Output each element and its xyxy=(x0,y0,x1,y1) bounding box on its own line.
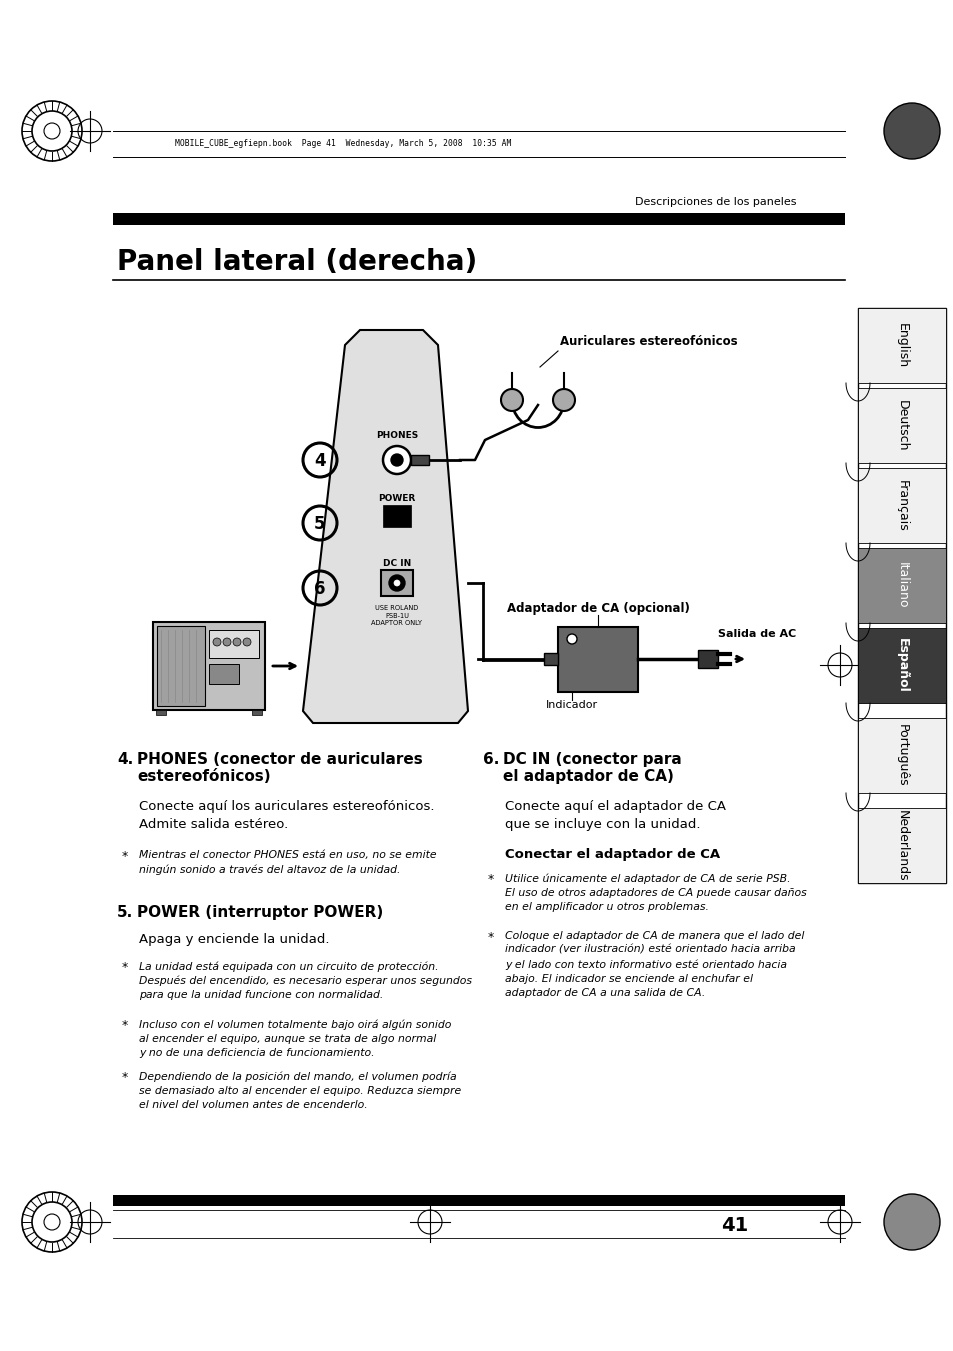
Text: 4.: 4. xyxy=(117,753,133,767)
Text: 5: 5 xyxy=(314,515,325,534)
Bar xyxy=(857,467,945,543)
Text: Mientras el conector PHONES está en uso, no se emite
ningún sonido a través del : Mientras el conector PHONES está en uso,… xyxy=(139,850,436,874)
Text: Auriculares estereofónicos: Auriculares estereofónicos xyxy=(559,335,737,349)
Bar xyxy=(157,626,205,707)
Text: English: English xyxy=(895,323,907,367)
Text: DC IN: DC IN xyxy=(382,559,411,567)
Bar xyxy=(380,570,413,596)
Circle shape xyxy=(32,1202,71,1242)
Text: Nederlands: Nederlands xyxy=(895,809,907,881)
Text: DC IN (conector para: DC IN (conector para xyxy=(502,753,681,767)
Bar xyxy=(209,663,239,684)
Bar xyxy=(411,455,429,465)
Circle shape xyxy=(243,638,251,646)
Text: Português: Português xyxy=(895,724,907,786)
Bar xyxy=(558,627,638,692)
Circle shape xyxy=(883,103,939,159)
Text: POWER (interruptor POWER): POWER (interruptor POWER) xyxy=(137,905,383,920)
Text: Descripciones de los paneles: Descripciones de los paneles xyxy=(635,197,796,207)
Circle shape xyxy=(223,638,231,646)
Text: Español: Español xyxy=(895,638,907,693)
Circle shape xyxy=(44,1215,60,1229)
Circle shape xyxy=(32,111,71,151)
Text: Coloque el adaptador de CA de manera que el lado del
indicador (ver ilustración): Coloque el adaptador de CA de manera que… xyxy=(504,931,803,998)
Bar xyxy=(382,505,411,527)
Text: Salida de AC: Salida de AC xyxy=(718,630,796,639)
Bar xyxy=(543,653,558,665)
Text: Incluso con el volumen totalmente bajo oirá algún sonido
al encender el equipo, : Incluso con el volumen totalmente bajo o… xyxy=(139,1019,451,1058)
Circle shape xyxy=(389,576,405,590)
Circle shape xyxy=(500,389,522,411)
Text: Admite salida estéreo.: Admite salida estéreo. xyxy=(139,817,288,831)
Bar xyxy=(857,388,945,463)
Polygon shape xyxy=(303,330,468,723)
Circle shape xyxy=(382,446,411,474)
Bar xyxy=(152,621,265,711)
Text: Conectar el adaptador de CA: Conectar el adaptador de CA xyxy=(504,848,720,861)
Circle shape xyxy=(213,638,221,646)
Text: 6.: 6. xyxy=(482,753,498,767)
Text: Français: Français xyxy=(895,480,907,531)
Text: que se incluye con la unidad.: que se incluye con la unidad. xyxy=(504,817,700,831)
Bar xyxy=(857,308,945,884)
Text: Conecte aquí el adaptador de CA: Conecte aquí el adaptador de CA xyxy=(504,800,725,813)
Text: *: * xyxy=(488,873,494,886)
Text: PHONES: PHONES xyxy=(375,431,417,440)
Text: *: * xyxy=(122,1019,128,1032)
Bar xyxy=(857,549,945,623)
Text: Utilice únicamente el adaptador de CA de serie PSB.
El uso de otros adaptadores : Utilice únicamente el adaptador de CA de… xyxy=(504,873,806,912)
Bar xyxy=(698,650,718,667)
Bar xyxy=(857,308,945,382)
Text: 41: 41 xyxy=(720,1216,748,1235)
Text: Conecte aquí los auriculares estereofónicos.: Conecte aquí los auriculares estereofóni… xyxy=(139,800,434,813)
Circle shape xyxy=(394,580,399,586)
Text: POWER: POWER xyxy=(378,494,416,503)
Bar xyxy=(209,630,258,658)
Text: *: * xyxy=(122,850,128,863)
Text: *: * xyxy=(122,1071,128,1084)
Bar xyxy=(857,628,945,703)
Circle shape xyxy=(566,634,577,644)
Text: Dependiendo de la posición del mando, el volumen podría
se demasiado alto al enc: Dependiendo de la posición del mando, el… xyxy=(139,1071,460,1109)
Circle shape xyxy=(883,1194,939,1250)
Text: Deutsch: Deutsch xyxy=(895,400,907,451)
Text: Panel lateral (derecha): Panel lateral (derecha) xyxy=(117,249,476,276)
Bar xyxy=(112,213,844,226)
Text: La unidad está equipada con un circuito de protección.
Después del encendido, es: La unidad está equipada con un circuito … xyxy=(139,961,472,1000)
Bar xyxy=(252,711,262,715)
Text: estereofónicos): estereofónicos) xyxy=(137,769,271,784)
Text: *: * xyxy=(488,931,494,944)
Text: PHONES (conector de auriculares: PHONES (conector de auriculares xyxy=(137,753,422,767)
Text: USE ROLAND
PSB-1U
ADAPTOR ONLY: USE ROLAND PSB-1U ADAPTOR ONLY xyxy=(371,605,422,626)
Text: 5.: 5. xyxy=(117,905,133,920)
Bar xyxy=(857,808,945,884)
Bar xyxy=(156,711,166,715)
Text: *: * xyxy=(122,961,128,974)
Text: 6: 6 xyxy=(314,580,325,598)
Bar xyxy=(857,717,945,793)
Text: Italiano: Italiano xyxy=(895,562,907,609)
Circle shape xyxy=(553,389,575,411)
Text: Apaga y enciende la unidad.: Apaga y enciende la unidad. xyxy=(139,934,329,946)
Text: el adaptador de CA): el adaptador de CA) xyxy=(502,769,673,784)
Text: 4: 4 xyxy=(314,453,326,470)
Circle shape xyxy=(391,454,402,466)
Text: Adaptador de CA (opcional): Adaptador de CA (opcional) xyxy=(506,603,689,615)
Circle shape xyxy=(233,638,241,646)
Text: Indicador: Indicador xyxy=(545,700,598,711)
Text: MOBILE_CUBE_egfiepn.book  Page 41  Wednesday, March 5, 2008  10:35 AM: MOBILE_CUBE_egfiepn.book Page 41 Wednesd… xyxy=(174,139,511,149)
Bar xyxy=(112,1196,844,1206)
Circle shape xyxy=(44,123,60,139)
